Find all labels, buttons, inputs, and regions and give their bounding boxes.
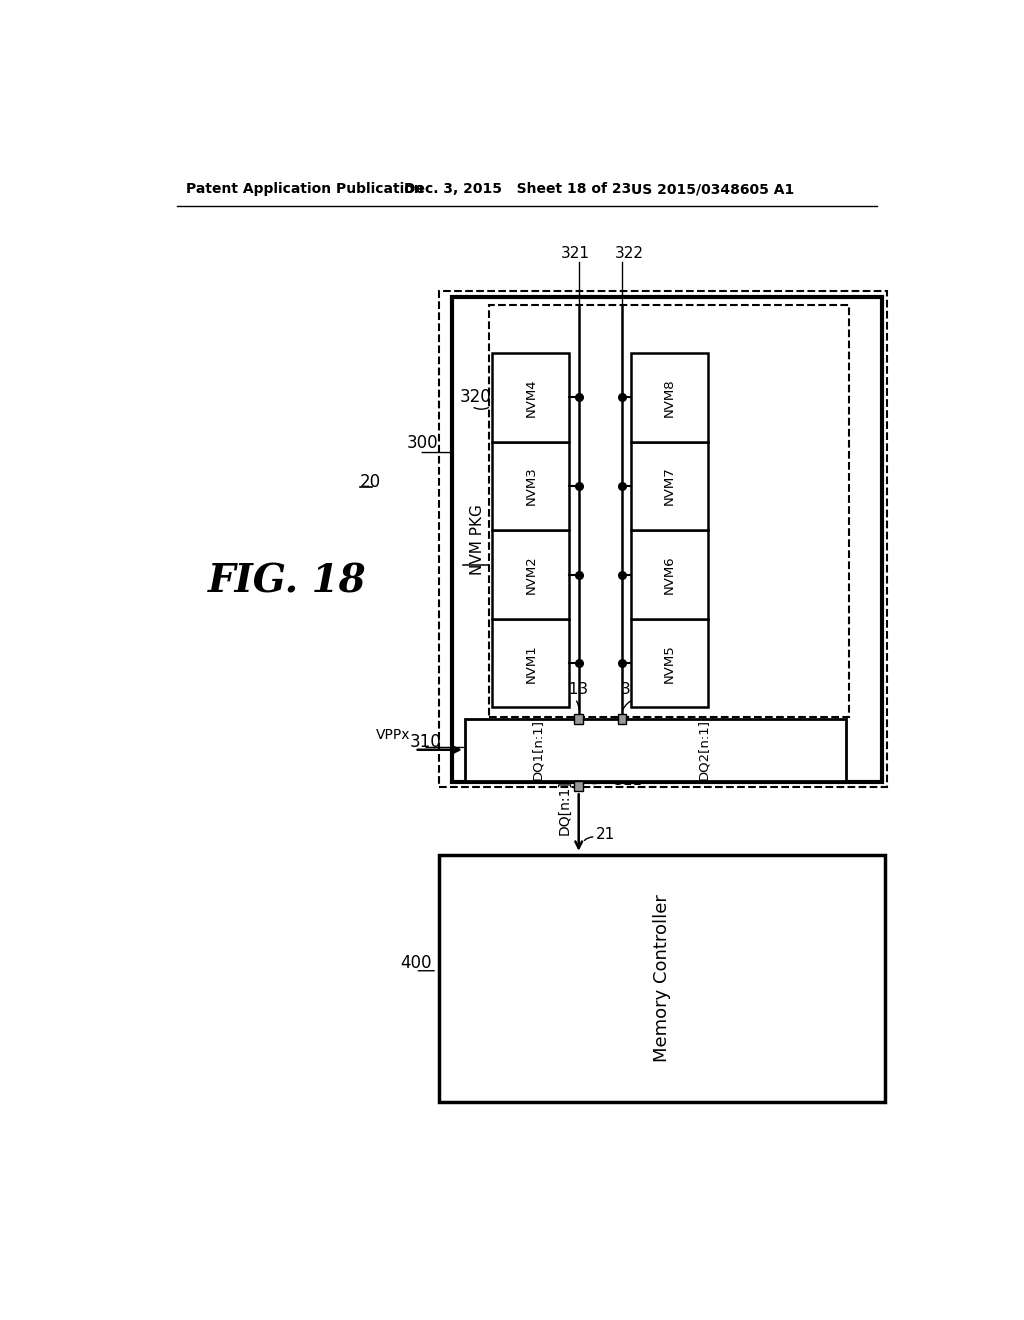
- Text: 320: 320: [460, 388, 492, 407]
- Text: 21: 21: [596, 828, 614, 842]
- Text: NVM6: NVM6: [664, 556, 676, 594]
- Bar: [574, 780, 583, 792]
- Text: DQ1[n:1]: DQ1[n:1]: [531, 719, 545, 780]
- Text: 322: 322: [615, 246, 644, 261]
- Text: 313: 313: [560, 682, 590, 697]
- Bar: [488, 305, 849, 717]
- Bar: [631, 354, 708, 442]
- Text: Dec. 3, 2015   Sheet 18 of 23: Dec. 3, 2015 Sheet 18 of 23: [403, 182, 631, 197]
- Bar: [493, 442, 569, 531]
- Bar: [453, 297, 882, 781]
- Text: NVM PKG: NVM PKG: [470, 504, 485, 576]
- Bar: [631, 531, 708, 619]
- Text: US 2015/0348605 A1: US 2015/0348605 A1: [631, 182, 795, 197]
- Bar: [465, 719, 846, 780]
- Text: 310: 310: [410, 733, 441, 751]
- Bar: [493, 531, 569, 619]
- Bar: [631, 442, 708, 531]
- Bar: [631, 619, 708, 708]
- Bar: [493, 619, 569, 708]
- Text: 20: 20: [360, 473, 381, 491]
- Text: NVM2: NVM2: [524, 556, 538, 594]
- Text: 314: 314: [622, 682, 650, 697]
- Text: Patent Application Publication: Patent Application Publication: [186, 182, 424, 197]
- Text: NVM8: NVM8: [664, 378, 676, 417]
- Text: 311: 311: [613, 774, 642, 788]
- Text: NVM7: NVM7: [664, 467, 676, 506]
- Bar: [438, 290, 887, 788]
- Text: DQ[n:1]: DQ[n:1]: [558, 780, 571, 836]
- Text: FIG. 18: FIG. 18: [208, 562, 367, 601]
- Text: NVM1: NVM1: [524, 644, 538, 682]
- Text: 300: 300: [407, 434, 438, 453]
- Bar: [617, 714, 626, 725]
- Text: NVM4: NVM4: [524, 378, 538, 417]
- Text: DQ2[n:1]: DQ2[n:1]: [697, 719, 710, 780]
- Bar: [574, 714, 583, 725]
- Text: Memory Controller: Memory Controller: [653, 895, 671, 1063]
- Text: 321: 321: [560, 246, 590, 261]
- Text: VPPx: VPPx: [377, 729, 411, 742]
- Bar: [493, 354, 569, 442]
- Text: NVM5: NVM5: [664, 644, 676, 682]
- Bar: [438, 855, 885, 1102]
- Text: NVM3: NVM3: [524, 467, 538, 506]
- Text: 400: 400: [400, 954, 431, 972]
